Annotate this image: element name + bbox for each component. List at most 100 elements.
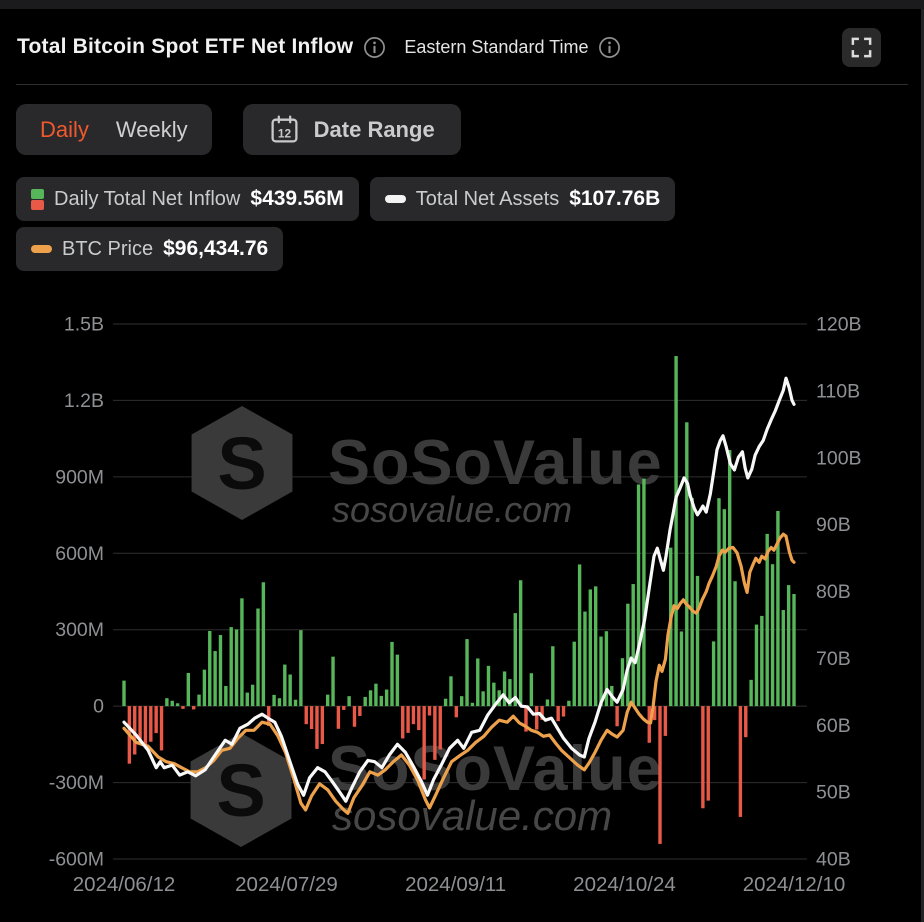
inflow-bar[interactable] [165, 698, 169, 707]
inflow-bar[interactable] [138, 706, 142, 744]
inflow-bar[interactable] [636, 484, 641, 707]
inflow-bar[interactable] [208, 630, 212, 707]
inflow-bar[interactable] [786, 585, 791, 707]
inflow-bar[interactable] [422, 706, 426, 780]
inflow-bar[interactable] [781, 610, 785, 707]
inflow-bar[interactable] [277, 698, 282, 707]
inflow-bar[interactable] [776, 510, 780, 707]
inflow-bar[interactable] [642, 478, 646, 707]
inflow-bar[interactable] [224, 685, 228, 707]
inflow-bar[interactable] [604, 631, 609, 707]
inflow-bar[interactable] [459, 696, 464, 707]
inflow-bar[interactable] [202, 669, 207, 707]
inflow-bar[interactable] [358, 706, 362, 717]
inflow-bar[interactable] [433, 706, 437, 760]
inflow-bar[interactable] [706, 706, 710, 801]
inflow-bar[interactable] [733, 581, 737, 707]
inflow-bar[interactable] [449, 676, 453, 707]
inflow-bar[interactable] [792, 594, 796, 707]
inflow-bar[interactable] [749, 679, 753, 707]
tab-daily[interactable]: Daily [40, 116, 89, 142]
inflow-bar[interactable] [593, 586, 598, 707]
inflow-bar[interactable] [250, 684, 255, 707]
inflow-bar[interactable] [159, 706, 164, 751]
title-info-icon[interactable] [363, 36, 386, 59]
inflow-bar[interactable] [245, 692, 249, 707]
etf-flows-chart[interactable]: 1.5B 1.2B 900M 600M 300M 0 -300M -600M 120B 110B 1… [0, 290, 924, 922]
inflow-bar[interactable] [695, 575, 700, 707]
inflow-bar[interactable] [652, 706, 657, 721]
inflow-bar[interactable] [663, 706, 668, 736]
fullscreen-button[interactable] [842, 27, 881, 67]
inflow-bar[interactable] [379, 695, 383, 707]
inflow-bar[interactable] [261, 582, 266, 707]
inflow-bar[interactable] [384, 689, 389, 707]
inflow-bar[interactable] [535, 706, 539, 730]
inflow-bar[interactable] [492, 682, 496, 707]
inflow-bar[interactable] [561, 706, 566, 717]
inflow-bar[interactable] [599, 636, 603, 707]
inflow-bar[interactable] [685, 422, 689, 707]
inflow-bar[interactable] [727, 450, 732, 707]
inflow-bar[interactable] [674, 356, 678, 707]
inflow-bar[interactable] [620, 658, 625, 707]
inflow-bar[interactable] [738, 706, 743, 817]
inflow-bar[interactable] [631, 584, 635, 707]
inflow-bar[interactable] [411, 706, 416, 725]
inflow-bar[interactable] [213, 651, 217, 707]
inflow-bar[interactable] [588, 589, 593, 707]
inflow-bar[interactable] [256, 608, 260, 707]
inflow-bar[interactable] [701, 706, 705, 809]
inflow-bar[interactable] [551, 646, 555, 707]
inflow-bar[interactable] [524, 706, 528, 732]
timezone-info-icon[interactable] [598, 36, 621, 59]
inflow-bar[interactable] [191, 706, 196, 710]
inflow-bar[interactable] [197, 694, 201, 707]
inflow-bar[interactable] [170, 700, 174, 707]
inflow-bar[interactable] [615, 706, 619, 727]
inflow-bar[interactable] [133, 706, 137, 755]
inflow-bar[interactable] [315, 706, 319, 749]
inflow-bar[interactable] [234, 629, 239, 707]
inflow-bar[interactable] [267, 706, 271, 726]
inflow-bar[interactable] [486, 665, 491, 707]
inflow-bar[interactable] [765, 533, 769, 707]
inflow-bar[interactable] [508, 679, 512, 707]
inflow-bar[interactable] [175, 703, 180, 707]
inflow-bar[interactable] [529, 673, 534, 707]
inflow-bar[interactable] [304, 706, 308, 725]
inflow-bar[interactable] [744, 706, 748, 738]
inflow-bar[interactable] [717, 498, 721, 707]
inflow-bar[interactable] [325, 694, 330, 707]
inflow-bar[interactable] [336, 706, 341, 729]
inflow-bar[interactable] [368, 690, 373, 707]
inflow-bar[interactable] [288, 674, 292, 707]
inflow-bar[interactable] [352, 706, 357, 727]
inflow-bar[interactable] [395, 654, 400, 707]
inflow-bar[interactable] [283, 664, 287, 707]
inflow-bar[interactable] [760, 615, 764, 707]
inflow-bar[interactable] [658, 706, 662, 844]
inflow-bar[interactable] [293, 699, 298, 707]
inflow-bar[interactable] [556, 706, 560, 722]
inflow-bar[interactable] [401, 706, 405, 739]
inflow-bar[interactable] [427, 706, 432, 716]
inflow-bar[interactable] [122, 680, 126, 707]
inflow-bar[interactable] [149, 706, 153, 742]
inflow-bar[interactable] [502, 671, 507, 707]
inflow-bar[interactable] [481, 691, 485, 707]
inflow-bar[interactable] [476, 658, 480, 707]
inflow-bar[interactable] [438, 706, 442, 750]
inflow-bar[interactable] [309, 706, 314, 730]
inflow-bar[interactable] [342, 706, 346, 710]
inflow-bar[interactable] [465, 639, 469, 707]
inflow-bar[interactable] [154, 706, 158, 734]
inflow-bar[interactable] [320, 706, 325, 745]
inflow-bar[interactable] [390, 641, 394, 707]
date-range-button[interactable]: 12 Date Range [242, 104, 461, 155]
inflow-bar[interactable] [518, 580, 523, 707]
inflow-bar[interactable] [711, 641, 716, 707]
inflow-bar[interactable] [229, 627, 233, 707]
inflow-bar[interactable] [374, 683, 378, 707]
inflow-bar[interactable] [577, 564, 582, 707]
